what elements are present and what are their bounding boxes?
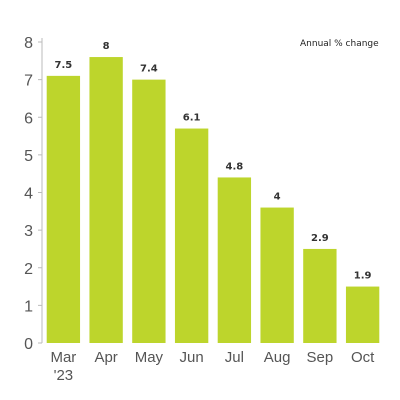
annotation-label: Annual % change [300,39,379,49]
y-tick-label: 3 [24,223,33,240]
data-label: 7.4 [140,64,158,75]
x-tick-label: Apr [94,349,117,366]
bar [303,248,337,343]
x-tick-label: Jul [225,349,244,366]
y-tick-label: 8 [24,35,33,52]
bar [345,286,380,343]
bar [174,128,209,343]
data-label: 7.5 [55,60,73,71]
bar [89,57,123,344]
x-tick-label: Sep [307,349,334,366]
data-label: 8 [103,41,110,52]
y-tick-label: 0 [24,336,33,353]
bar [46,75,81,344]
bar [132,79,166,343]
bar [217,177,252,343]
bar [260,207,294,343]
data-label: 4.8 [226,161,244,172]
x-tick-label: Aug [264,349,291,366]
y-tick-label: 2 [24,261,33,278]
x-tick-label: Mar '23 [50,349,76,384]
x-tick-label: Oct [351,349,375,366]
data-label: 1.9 [354,271,372,282]
x-tick-label: Jun [180,349,204,366]
y-tick-label: 5 [24,148,33,165]
data-label: 6.1 [183,113,201,124]
x-tick-label: May [135,349,164,366]
y-tick-label: 6 [24,110,33,127]
data-label: 4 [274,192,281,203]
y-tick-label: 1 [24,298,33,315]
y-tick-label: 7 [24,73,33,90]
data-label: 2.9 [311,233,329,244]
y-tick-label: 4 [24,186,33,203]
